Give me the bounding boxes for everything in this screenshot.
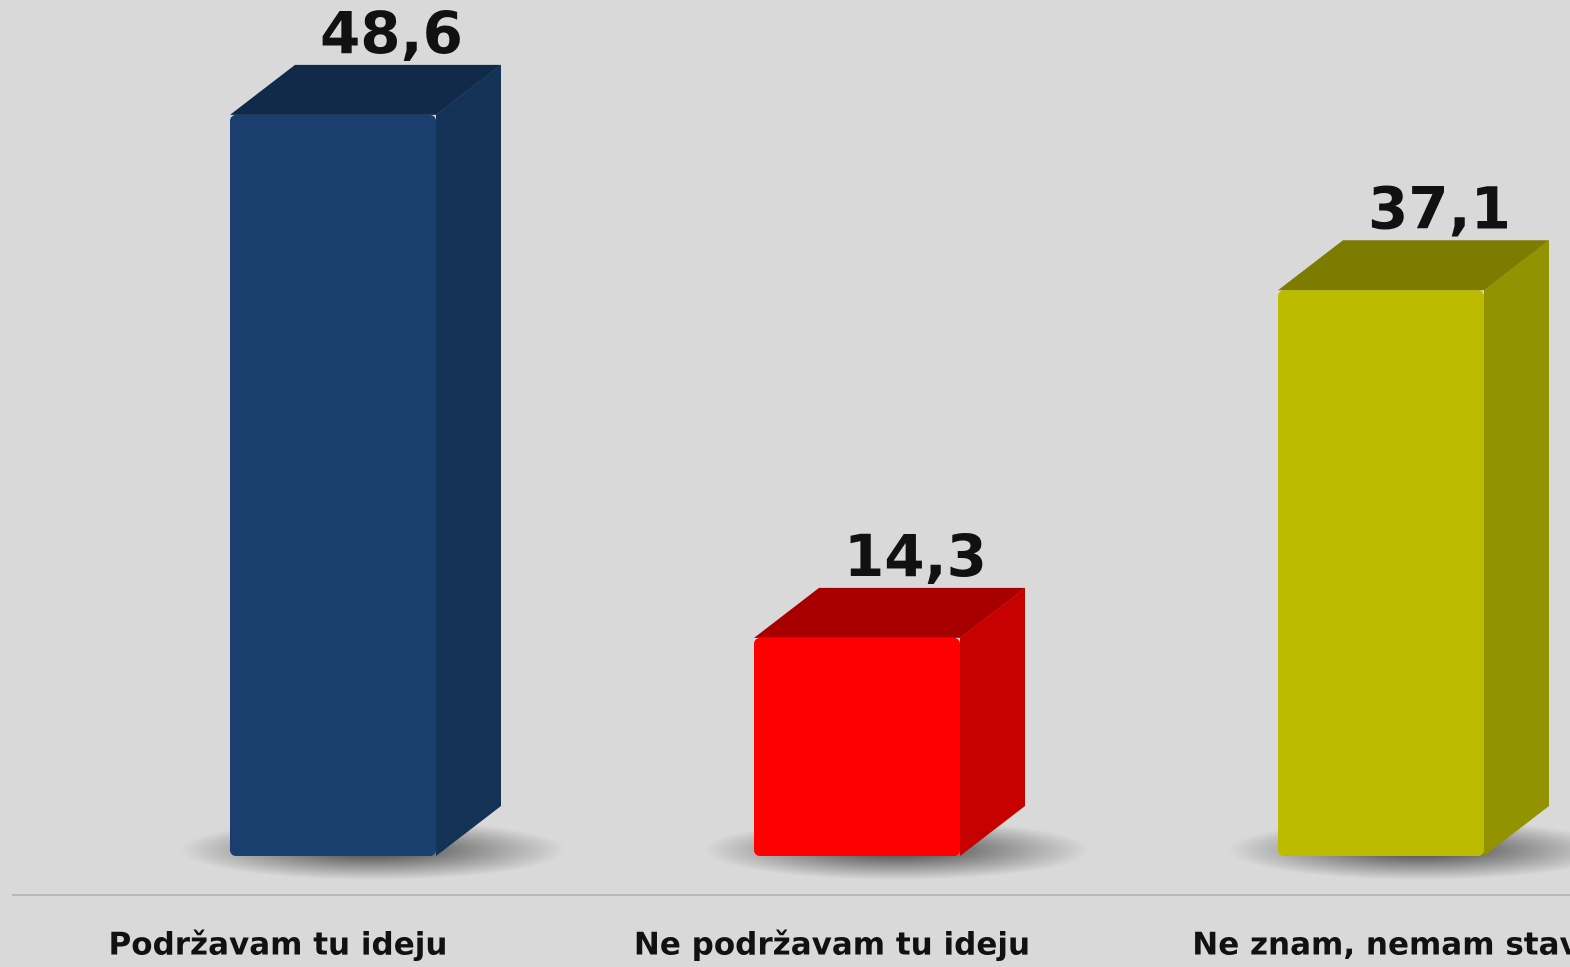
value-label: 37,1 (1368, 174, 1511, 242)
bar-side (436, 64, 501, 857)
bar-top (230, 64, 501, 115)
bar (754, 637, 960, 856)
value-label: 48,6 (320, 0, 463, 67)
category-label: Ne znam, nemam stav (1192, 927, 1570, 963)
category-label: Ne podržavam tu ideju (634, 927, 1030, 963)
bar (230, 114, 436, 857)
category-label: Podržavam tu ideju (109, 927, 448, 963)
bar-top (754, 587, 1025, 638)
value-label: 14,3 (844, 522, 987, 590)
bar (1278, 290, 1484, 857)
bar-top (1278, 240, 1549, 291)
bar-side (960, 587, 1025, 856)
bar-side (1484, 240, 1549, 857)
